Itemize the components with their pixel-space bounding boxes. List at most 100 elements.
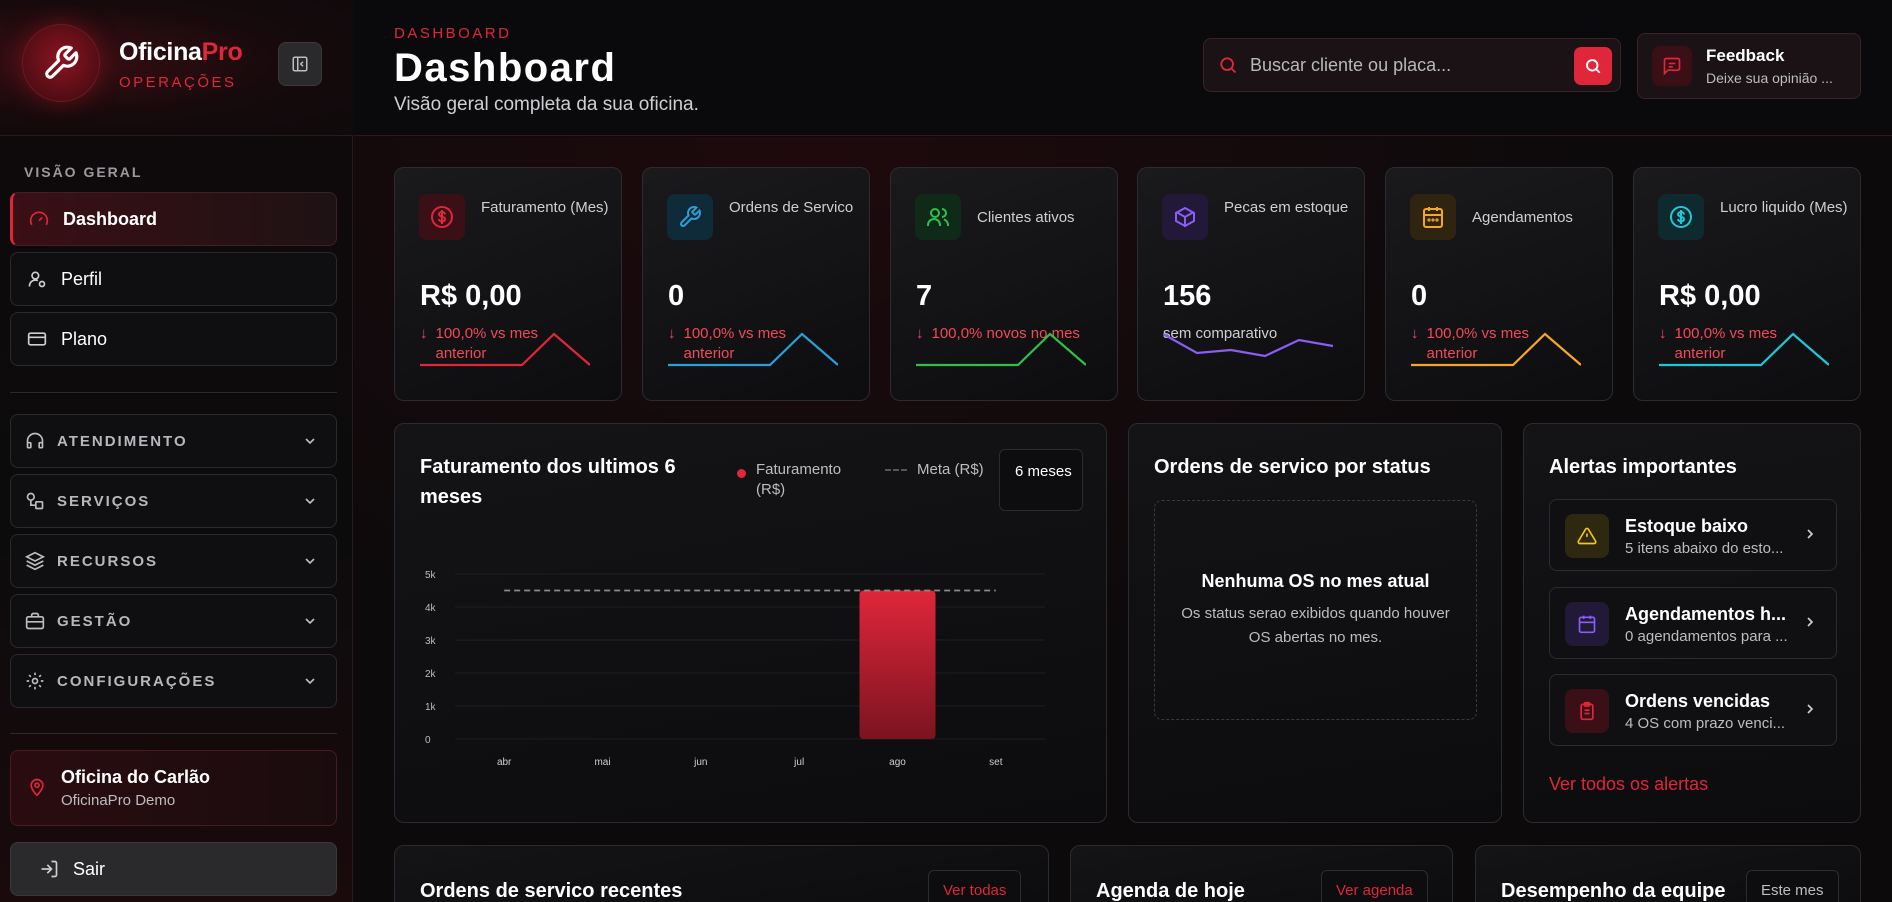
revenue-bar (859, 590, 936, 739)
y-tick-label: 0 (425, 735, 431, 746)
shapes-icon (26, 492, 44, 510)
kpi-delta: sem comparativo (1163, 325, 1278, 342)
chevron-right-icon (1807, 617, 1814, 627)
chevron-down-icon (305, 618, 315, 625)
search-input[interactable] (1250, 54, 1570, 76)
sidebar-group-servicos[interactable]: SERVIÇOS (10, 474, 337, 528)
sidebar-group-gestao[interactable]: GESTÃO (10, 594, 337, 648)
chevron-down-icon (305, 678, 315, 685)
sidebar-item-perfil[interactable]: Perfil (10, 252, 337, 306)
group-label: SERVIÇOS (57, 492, 151, 510)
kpi-card-clientes[interactable]: Clientes ativos 7 ↓ 100,0% novos no mes (890, 167, 1118, 401)
feedback-subtitle: Deixe sua opinião ... (1706, 70, 1833, 86)
view-all-orders-button[interactable]: Ver todas (928, 870, 1022, 902)
kpi-value: 156 (1163, 280, 1212, 312)
search-icon (1220, 57, 1237, 74)
group-label: RECURSOS (57, 552, 159, 570)
legend-goal: Meta (R$) (885, 460, 985, 480)
logout-button[interactable]: Sair (10, 842, 337, 896)
kpi-label: Agendamentos (1472, 209, 1573, 226)
period-select[interactable]: Este mes (1746, 870, 1839, 902)
panel-title: Desempenho da equipe (1501, 880, 1726, 902)
chevron-right-icon (1807, 704, 1814, 714)
kpi-delta: ↓ 100,0% vs mes anterior (1659, 325, 1778, 362)
alert-item[interactable]: Estoque baixo 5 itens abaixo do esto... (1549, 499, 1837, 571)
alert-subtitle: 4 OS com prazo venci... (1625, 715, 1786, 732)
kpi-card-ordens[interactable]: Ordens de Servico 0 ↓ 100,0% vs mes anter… (642, 167, 870, 401)
sidebar: OficinaPro OPERAÇÕES VISÃO GERAL Dashboa… (0, 0, 353, 902)
briefcase-icon (25, 612, 45, 630)
arrow-down-icon: ↓ (420, 325, 428, 342)
kpi-card-lucro[interactable]: Lucro liquido (Mes) R$ 0,00 ↓ 100,0% vs m… (1633, 167, 1861, 401)
search-icon (1586, 59, 1601, 74)
kpi-label: Lucro liquido (Mes) (1720, 199, 1848, 216)
sidebar-item-label: Plano (61, 328, 108, 349)
kpi-card-faturamento[interactable]: Faturamento (Mes) R$ 0,00 ↓ 100,0% vs mes… (394, 167, 622, 401)
dollar-icon (1658, 194, 1704, 240)
team-performance-panel: Desempenho da equipe Este mes (1475, 845, 1861, 902)
sidebar-item-plano[interactable]: Plano (10, 312, 337, 366)
status-panel: Ordens de servico por status Nenhuma OS … (1128, 423, 1502, 823)
warning-icon (1565, 514, 1609, 558)
legend-dash (885, 469, 907, 480)
feedback-title: Feedback (1706, 46, 1785, 65)
revenue-chart-panel: Faturamento dos ultimos 6 meses Faturame… (394, 423, 1107, 823)
arrow-down-icon: ↓ (1659, 325, 1667, 342)
panel-title: Alertas importantes (1549, 456, 1737, 478)
alert-item[interactable]: Ordens vencidas 4 OS com prazo venci... (1549, 674, 1837, 746)
shop-subtitle: OficinaPro Demo (61, 792, 176, 809)
empty-state: Nenhuma OS no mes atual Os status serao … (1154, 500, 1477, 720)
kpi-sparkline (1659, 332, 1829, 367)
collapse-sidebar-button[interactable] (278, 42, 322, 86)
panel-title: Ordens de servico recentes (420, 880, 683, 902)
headset-icon (26, 432, 44, 449)
sidebar-group-configuracoes[interactable]: CONFIGURAÇÕES (10, 654, 337, 708)
panel-title: Ordens de servico por status (1154, 456, 1431, 478)
feedback-button[interactable]: Feedback Deixe sua opinião ... (1637, 33, 1861, 99)
search-button[interactable] (1574, 47, 1612, 85)
sidebar-item-label: Dashboard (63, 208, 158, 229)
sidebar-item-label: Perfil (61, 268, 103, 289)
view-all-alerts-link[interactable]: Ver todos os alertas (1549, 774, 1709, 794)
revenue-bar-chart: 0 1k 2k 3k 4k 5k abr mai jun jul ago set (425, 570, 1045, 768)
dollar-icon (419, 194, 465, 240)
recent-orders-panel: Ordens de servico recentes Ver todas (394, 845, 1049, 902)
users-icon (915, 194, 961, 240)
kpi-value: R$ 0,00 (1659, 280, 1761, 312)
legend-dot (737, 469, 746, 478)
chevron-down-icon (305, 498, 315, 505)
x-tick-label: mai (594, 757, 610, 768)
brand-header: OficinaPro OPERAÇÕES (0, 0, 353, 136)
search-box (1203, 38, 1621, 92)
y-tick-label: 5k (425, 570, 437, 581)
range-select[interactable]: 6 meses (999, 449, 1083, 511)
breadcrumb: DASHBOARD (394, 25, 512, 42)
sidebar-group-atendimento[interactable]: ATENDIMENTO (10, 414, 337, 468)
shop-card[interactable]: Oficina do Carlão OficinaPro Demo (10, 750, 337, 826)
kpi-sparkline (916, 332, 1086, 367)
kpi-label: Faturamento (Mes) (481, 199, 609, 216)
sidebar-item-dashboard[interactable]: Dashboard (10, 192, 337, 246)
view-agenda-button[interactable]: Ver agenda (1321, 870, 1428, 902)
group-label: CONFIGURAÇÕES (57, 672, 217, 690)
alert-subtitle: 0 agendamentos para ... (1625, 628, 1788, 645)
kpi-delta: ↓ 100,0% vs mes anterior (668, 325, 787, 362)
kpi-sparkline (1411, 332, 1581, 367)
brand-subtitle: OPERAÇÕES (119, 74, 237, 91)
sidebar-group-recursos[interactable]: RECURSOS (10, 534, 337, 588)
kpi-label: Pecas em estoque (1224, 199, 1349, 216)
kpi-card-pecas[interactable]: Pecas em estoque 156 sem comparativo (1137, 167, 1365, 401)
group-label: ATENDIMENTO (57, 432, 188, 450)
chevron-down-icon (305, 438, 315, 445)
page-title: Dashboard (394, 46, 617, 90)
sidebar-divider (10, 392, 337, 393)
chevron-right-icon (1807, 529, 1814, 539)
kpi-card-agendamentos[interactable]: Agendamentos 0 ↓ 100,0% vs mes anterior (1385, 167, 1613, 401)
kpi-sparkline (1163, 333, 1333, 358)
alert-item[interactable]: Agendamentos h... 0 agendamentos para ..… (1549, 587, 1837, 659)
layers-icon (25, 551, 45, 571)
brand-name: OficinaPro (119, 38, 243, 66)
logout-icon (41, 860, 58, 878)
arrow-down-icon: ↓ (668, 325, 676, 342)
calendar-icon (1565, 602, 1609, 646)
